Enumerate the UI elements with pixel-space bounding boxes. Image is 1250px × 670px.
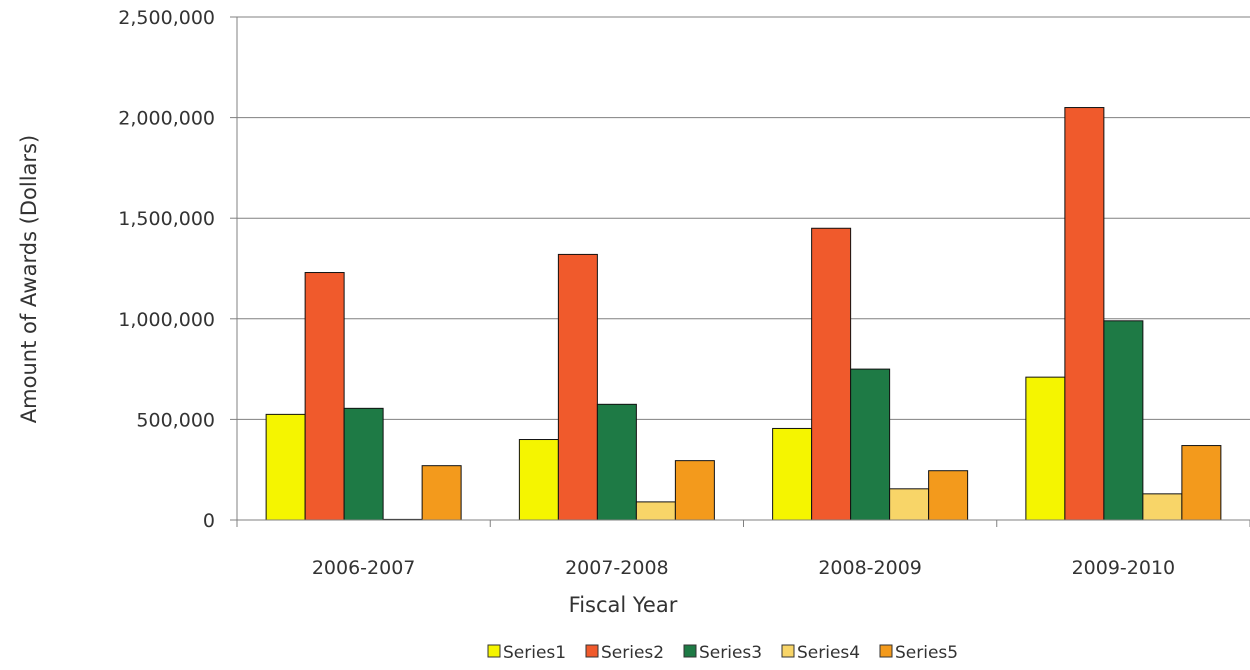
legend-swatch [487, 644, 501, 658]
legend-label: Series5 [895, 643, 958, 663]
legend-label: Series3 [699, 643, 762, 663]
x-tick-label: 2009-2010 [1072, 557, 1176, 579]
bar [1064, 107, 1105, 521]
y-tick-label: 2,500,000 [118, 7, 215, 29]
y-tick-labels: 0 500,000 1,000,000 1,500,000 2,000,000 2,500… [118, 7, 215, 532]
legend-label: Series1 [503, 643, 566, 663]
bar [1181, 445, 1222, 521]
bar [850, 368, 891, 521]
bar [596, 403, 637, 521]
bar [811, 227, 852, 521]
bar [421, 465, 462, 521]
bar [304, 272, 345, 521]
y-tick-label: 1,000,000 [118, 309, 215, 331]
bar [343, 407, 384, 521]
y-tick-label: 0 [203, 510, 215, 532]
legend-swatch [585, 644, 599, 658]
legend-swatch [879, 644, 893, 658]
bar [772, 427, 813, 521]
bar [889, 488, 930, 521]
legend: Series1 Series2 Series3 Series4 Series5 [487, 643, 958, 663]
legend-swatch [781, 644, 795, 658]
bar [674, 460, 715, 521]
y-tick-label: 2,000,000 [118, 108, 215, 130]
bar [928, 470, 969, 521]
x-tick-label: 2008-2009 [818, 557, 922, 579]
x-axis-title: Fiscal Year [569, 593, 678, 617]
axes [230, 16, 1250, 527]
bar [1142, 493, 1183, 521]
x-tick-label: 2006-2007 [312, 557, 416, 579]
x-tick-label: 2007-2008 [565, 557, 669, 579]
bar [265, 413, 306, 521]
bar [635, 501, 676, 521]
bar [1103, 320, 1144, 521]
legend-label: Series4 [797, 643, 860, 663]
legend-swatch [683, 644, 697, 658]
y-axis-title: Amount of Awards (Dollars) [17, 135, 41, 423]
bar [1025, 376, 1066, 521]
bar [557, 253, 598, 521]
y-tick-label: 1,500,000 [118, 208, 215, 230]
bar [518, 439, 559, 521]
x-tick-labels: 2006-2007 2007-2008 2008-2009 2009-2010 [312, 557, 1175, 579]
bars [265, 107, 1222, 521]
y-tick-label: 500,000 [136, 409, 215, 431]
legend-label: Series2 [601, 643, 664, 663]
